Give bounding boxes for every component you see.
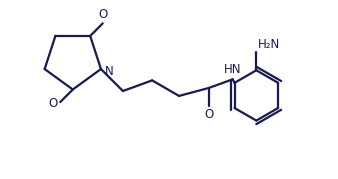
Text: O: O [204, 108, 214, 121]
Text: H₂N: H₂N [258, 38, 280, 51]
Text: N: N [104, 65, 113, 78]
Text: O: O [49, 97, 58, 110]
Text: HN: HN [224, 63, 241, 76]
Text: O: O [98, 8, 107, 21]
